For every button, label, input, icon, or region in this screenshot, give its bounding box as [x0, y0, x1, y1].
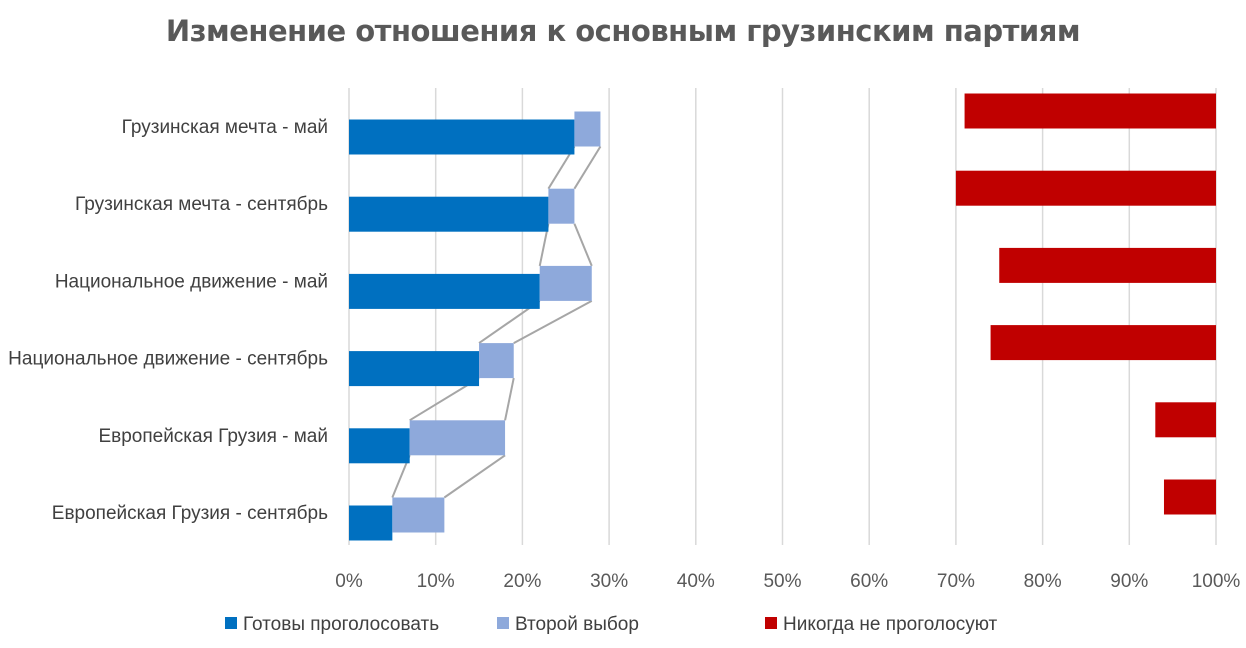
x-tick-label: 0%: [335, 571, 363, 592]
legend-swatch: [225, 617, 237, 629]
bar-never-vote: [990, 325, 1216, 361]
bar-second-choice: [392, 497, 445, 533]
x-tick-label: 100%: [1192, 571, 1241, 592]
bar-second-choice: [539, 265, 592, 301]
series-line: [443, 454, 506, 499]
legend-swatch: [765, 617, 777, 629]
category-label: Европейская Грузия - сентябрь: [52, 503, 328, 524]
bar-ready-to-vote: [349, 119, 575, 155]
category-label: Грузинская мечта - сентябрь: [75, 194, 328, 215]
bar-never-vote: [999, 247, 1216, 283]
bar-ready-to-vote: [349, 273, 540, 309]
category-label: Грузинская мечта - май: [122, 117, 328, 138]
x-tick-label: 10%: [417, 571, 455, 592]
legend-swatch: [497, 617, 509, 629]
bar-never-vote: [955, 170, 1216, 206]
category-label: Национальное движение - май: [55, 271, 328, 292]
x-tick-label: 50%: [763, 571, 801, 592]
bar-ready-to-vote: [349, 196, 549, 232]
bar-ready-to-vote: [349, 505, 393, 541]
legend-label: Никогда не проголосуют: [783, 614, 998, 635]
chart-title: Изменение отношения к основным грузински…: [165, 14, 1081, 48]
bar-never-vote: [1155, 402, 1216, 438]
bar-never-vote: [964, 93, 1216, 129]
bar-second-choice: [574, 111, 601, 147]
category-label: Национальное движение - сентябрь: [8, 349, 328, 370]
legend-label: Готовы проголосовать: [243, 614, 439, 635]
bar-second-choice: [409, 420, 506, 456]
x-tick-label: 30%: [590, 571, 628, 592]
bar-second-choice: [479, 343, 514, 379]
x-tick-label: 70%: [937, 571, 975, 592]
x-tick-label: 90%: [1110, 571, 1148, 592]
bar-never-vote: [1163, 479, 1216, 515]
bar-ready-to-vote: [349, 428, 410, 464]
x-tick-label: 60%: [850, 571, 888, 592]
series-line: [513, 300, 593, 344]
series-line: [573, 223, 593, 267]
series-line: [573, 145, 602, 190]
category-label: Европейская Грузия - май: [98, 426, 328, 447]
series-line: [504, 377, 515, 421]
x-tick-label: 20%: [503, 571, 541, 592]
x-tick-label: 80%: [1024, 571, 1062, 592]
bar-second-choice: [548, 188, 575, 224]
legend-label: Второй выбор: [515, 614, 639, 635]
bar-ready-to-vote: [349, 351, 480, 387]
x-tick-label: 40%: [677, 571, 715, 592]
